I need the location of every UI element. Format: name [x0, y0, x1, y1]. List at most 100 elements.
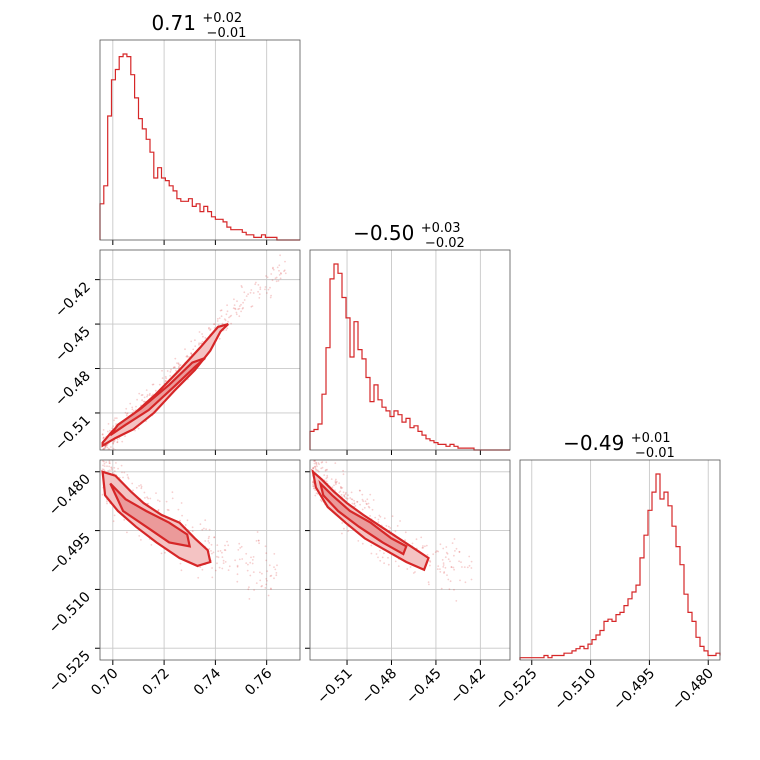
scatter-point — [264, 288, 266, 291]
scatter-point — [312, 481, 314, 484]
scatter-point — [164, 380, 167, 382]
scatter-point — [357, 540, 360, 542]
scatter-point — [181, 514, 184, 517]
scatter-point — [102, 436, 105, 439]
scatter-point — [266, 292, 268, 294]
scatter-point — [210, 550, 212, 552]
scatter-point — [245, 295, 248, 297]
scatter-point — [209, 329, 212, 331]
scatter-point — [342, 469, 344, 472]
scatter-point — [177, 362, 180, 365]
scatter-point — [394, 530, 397, 533]
scatter-point — [266, 579, 268, 582]
scatter-point — [107, 451, 109, 453]
scatter-point — [278, 274, 281, 276]
scatter-point — [442, 564, 445, 566]
xlabel-col0-1: 0.72 — [140, 666, 173, 699]
scatter-point — [213, 536, 216, 539]
hist-frame-2 — [519, 459, 721, 661]
scatter-point — [379, 559, 382, 562]
scatter-point — [171, 491, 174, 494]
scatter-point — [109, 462, 111, 465]
scatter-point — [247, 563, 249, 566]
scatter-point — [121, 440, 124, 443]
scatter-point — [186, 354, 189, 357]
scatter-point — [442, 547, 445, 550]
scatter-point — [174, 366, 176, 369]
scatter-point — [141, 399, 144, 402]
scatter-point — [320, 461, 323, 464]
scatter-point — [121, 471, 123, 474]
pair-panel-2-0 — [95, 451, 301, 665]
scatter-point — [103, 460, 105, 463]
scatter-point — [161, 377, 164, 379]
scatter-point — [316, 465, 318, 468]
scatter-point — [383, 562, 385, 565]
scatter-point — [227, 320, 229, 323]
ylabel-row2-2: −0.495 — [46, 530, 94, 578]
scatter-point — [161, 369, 163, 372]
scatter-point — [280, 272, 282, 275]
xlabel-col1-2: −0.45 — [403, 666, 445, 708]
scatter-point — [107, 469, 110, 472]
scatter-point — [312, 485, 315, 488]
pair-panel-1-0 — [95, 249, 301, 457]
scatter-point — [323, 474, 326, 476]
scatter-point — [104, 454, 106, 456]
scatter-point — [271, 267, 274, 270]
scatter-point — [325, 461, 328, 464]
scatter-point — [223, 549, 226, 551]
scatter-point — [312, 466, 315, 469]
scatter-point — [394, 560, 397, 563]
scatter-point — [259, 286, 262, 289]
scatter-point — [325, 477, 328, 480]
scatter-point — [343, 496, 346, 498]
scatter-point — [217, 556, 220, 559]
scatter-point — [102, 454, 104, 456]
scatter-point — [151, 383, 154, 386]
scatter-point — [270, 588, 272, 590]
scatter-point — [321, 466, 324, 469]
scatter-point — [366, 503, 368, 506]
scatter-point — [238, 542, 241, 545]
scatter-point — [334, 480, 337, 483]
scatter-point — [214, 569, 217, 572]
scatter-point — [115, 462, 117, 464]
scatter-point — [234, 308, 237, 311]
scatter-point — [142, 400, 145, 403]
scatter-point — [399, 520, 401, 522]
scatter-point — [324, 469, 327, 472]
scatter-point — [129, 402, 132, 405]
scatter-point — [242, 307, 245, 309]
scatter-point — [238, 315, 241, 318]
scatter-point — [103, 456, 105, 458]
scatter-point — [313, 452, 315, 454]
scatter-point — [320, 467, 323, 470]
scatter-point — [279, 272, 282, 274]
scatter-point — [122, 476, 124, 479]
ylabel-row2-3: −0.480 — [46, 471, 94, 519]
scatter-point — [103, 465, 106, 467]
scatter-point — [353, 499, 355, 502]
scatter-point — [253, 589, 256, 591]
scatter-point — [335, 481, 337, 484]
scatter-point — [144, 497, 146, 499]
xlabel-col0-0: 0.70 — [88, 666, 121, 699]
scatter-point — [315, 462, 318, 465]
scatter-point — [260, 585, 263, 588]
scatter-point — [338, 491, 341, 494]
scatter-point — [312, 467, 314, 470]
scatter-point — [439, 571, 442, 573]
scatter-point — [279, 277, 282, 280]
scatter-point — [353, 502, 356, 505]
title-err-minus-2: −0.01 — [635, 446, 675, 461]
scatter-point — [104, 455, 106, 457]
contour-inner-1 — [109, 482, 192, 548]
scatter-point — [412, 572, 415, 574]
scatter-point — [126, 413, 128, 415]
scatter-point — [251, 559, 254, 561]
scatter-point — [105, 455, 107, 457]
scatter-point — [194, 339, 196, 342]
scatter-point — [442, 566, 445, 568]
scatter-point — [315, 463, 318, 466]
